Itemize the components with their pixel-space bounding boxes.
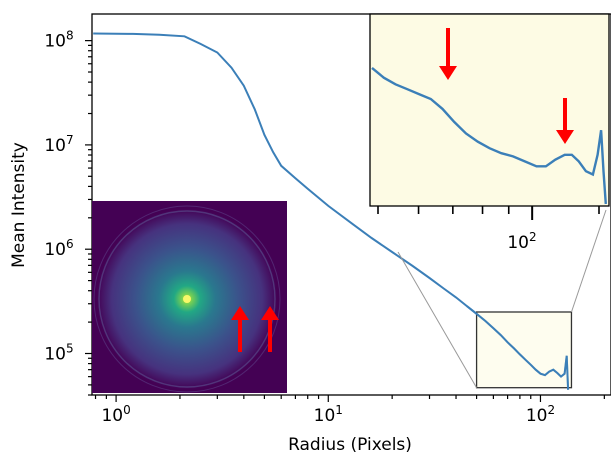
zoom-inset-arrows [439, 28, 574, 144]
zoom-inset-frame [369, 13, 610, 207]
zoom-inset-tick-label: 102 [507, 230, 536, 253]
x-axis: 100 101 102 [94, 395, 605, 426]
zoom-connector-right [570, 209, 607, 313]
zoom-connector-left [397, 251, 478, 388]
x-axis-title: Radius (Pixels) [288, 435, 412, 455]
zoom-inset: 102 [369, 13, 610, 253]
x-tick-label: 102 [526, 403, 555, 426]
y-tick-label: 107 [44, 133, 73, 156]
y-tick-label: 105 [44, 341, 73, 364]
diffraction-image-arrows [231, 306, 279, 352]
zoom-inset-line [371, 66, 607, 205]
image-arrow-up [231, 306, 249, 352]
diffraction-center-spot [183, 295, 191, 303]
x-tick-label: 100 [101, 403, 130, 426]
y-tick-label: 108 [44, 29, 73, 52]
diffraction-image-inset [92, 201, 287, 393]
inset-arrow-down [439, 28, 457, 80]
image-arrow-up [261, 306, 279, 352]
diffraction-ring [98, 210, 276, 388]
zoom-line-segment [466, 305, 570, 390]
y-tick-label: 106 [44, 237, 73, 260]
x-tick-label: 101 [314, 403, 343, 426]
inset-arrow-down [556, 98, 574, 144]
zoom-box [475, 311, 573, 389]
y-axis: 105 106 107 108 [44, 29, 92, 396]
zoom-inset-ticks [377, 206, 600, 220]
diffraction-ring-outer [93, 205, 281, 393]
y-axis-title: Mean Intensity [9, 142, 29, 268]
